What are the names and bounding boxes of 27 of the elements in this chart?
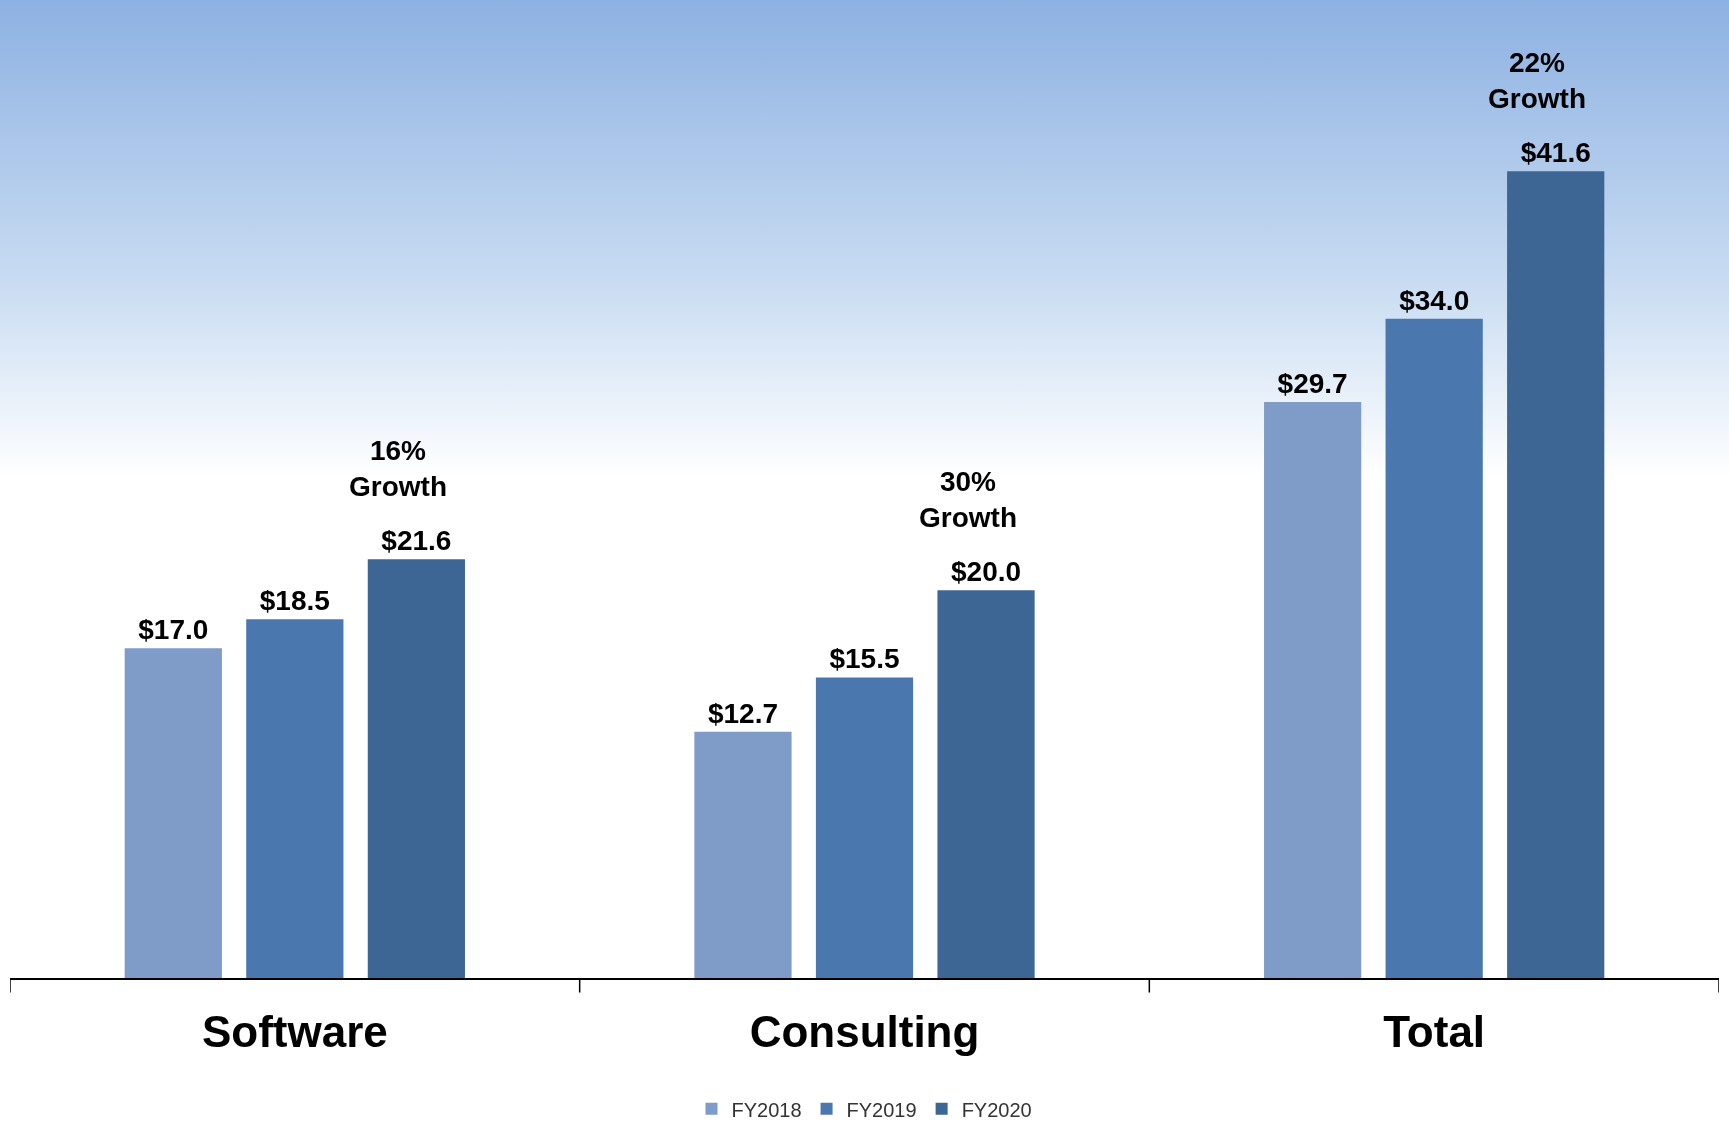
- data-label: $18.5: [259, 585, 330, 617]
- data-label: $15.5: [829, 643, 900, 675]
- legend-label: FY2019: [846, 1098, 917, 1121]
- bar: [367, 559, 465, 978]
- data-label: $34.0: [1399, 284, 1470, 316]
- data-label: $21.6: [381, 525, 452, 557]
- data-label: $17.0: [138, 614, 209, 646]
- bar: [937, 590, 1035, 978]
- data-label: $12.7: [707, 697, 779, 729]
- legend-label: FY2020: [961, 1098, 1032, 1121]
- data-label: $29.7: [1277, 368, 1348, 400]
- bar: [1385, 318, 1483, 978]
- x-tick-label: Total: [1383, 1006, 1486, 1056]
- bar: [694, 731, 792, 978]
- legend-label: FY2018: [731, 1098, 802, 1121]
- x-tick-label: Consulting: [749, 1006, 980, 1056]
- bar: [246, 619, 344, 978]
- annotation: 30% Growth: [919, 466, 1017, 534]
- data-label: $20.0: [950, 556, 1022, 588]
- bar: [815, 677, 914, 978]
- bar: [1507, 171, 1605, 978]
- x-tick-label: Software: [201, 1006, 388, 1056]
- bar: [124, 648, 222, 978]
- data-label: $41.6: [1520, 137, 1591, 169]
- bar: [1264, 402, 1362, 978]
- text: 22% Growth: [1488, 47, 1586, 115]
- annotation: 16% Growth: [349, 435, 447, 503]
